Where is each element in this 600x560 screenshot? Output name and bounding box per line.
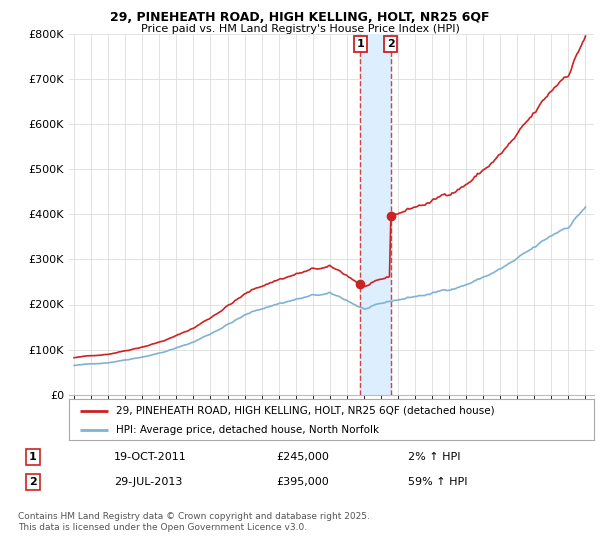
Text: 59% ↑ HPI: 59% ↑ HPI [408,477,467,487]
Bar [361,34,391,395]
Text: 29, PINEHEATH ROAD, HIGH KELLING, HOLT, NR25 6QF: 29, PINEHEATH ROAD, HIGH KELLING, HOLT, … [110,11,490,24]
Text: Contains HM Land Registry data © Crown copyright and database right 2025.
This d: Contains HM Land Registry data © Crown c… [18,512,370,532]
Text: 29, PINEHEATH ROAD, HIGH KELLING, HOLT, NR25 6QF (detached house): 29, PINEHEATH ROAD, HIGH KELLING, HOLT, … [116,405,495,416]
Text: 1: 1 [29,452,37,462]
Text: Price paid vs. HM Land Registry's House Price Index (HPI): Price paid vs. HM Land Registry's House … [140,24,460,34]
Text: 2% ↑ HPI: 2% ↑ HPI [408,452,461,462]
Text: £245,000: £245,000 [276,452,329,462]
Text: HPI: Average price, detached house, North Norfolk: HPI: Average price, detached house, Nort… [116,424,379,435]
Text: 1: 1 [356,39,364,49]
Text: 29-JUL-2013: 29-JUL-2013 [114,477,182,487]
Text: 2: 2 [29,477,37,487]
Text: £395,000: £395,000 [276,477,329,487]
Text: 19-OCT-2011: 19-OCT-2011 [114,452,187,462]
Text: 2: 2 [387,39,395,49]
